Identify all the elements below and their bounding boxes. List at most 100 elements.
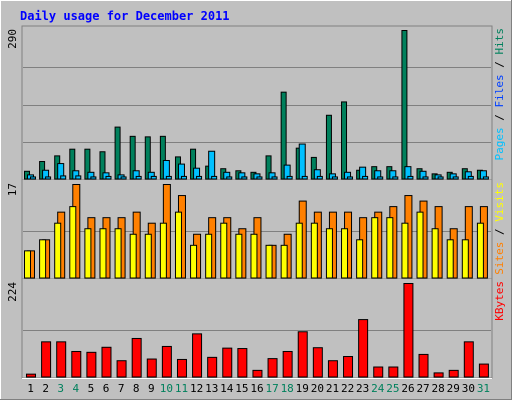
kbytes-bar: [116, 360, 127, 378]
sites-bar: [39, 239, 47, 279]
kbytes-bar: [282, 350, 293, 378]
legend-entry-kbytes: KBytes: [493, 281, 506, 321]
x-tick-label: 18: [281, 382, 294, 395]
x-tick-label: 20: [311, 382, 324, 395]
sites-bar: [431, 228, 439, 279]
x-tick-label: 22: [341, 382, 354, 395]
sites-bar: [159, 222, 167, 279]
pages-bar: [422, 176, 429, 180]
x-tick-label: 25: [386, 382, 399, 395]
x-tick-label: 16: [250, 382, 263, 395]
sites-bar: [341, 228, 349, 279]
x-tick-label: 14: [220, 382, 234, 395]
x-tick-label: 28: [432, 382, 445, 395]
pages-bar: [135, 175, 142, 180]
x-tick-label: 11: [175, 382, 188, 395]
hits-bar: [341, 101, 348, 180]
x-tick-label: 17: [265, 382, 278, 395]
kbytes-bar: [388, 366, 399, 378]
pages-bar: [437, 176, 444, 180]
x-tick-label: 2: [42, 382, 49, 395]
sites-bar: [99, 228, 107, 279]
x-tick-label: 30: [462, 382, 475, 395]
kbytes-bar: [418, 353, 429, 378]
series-legend-label: KBytes: [493, 281, 506, 321]
legend-separator: /: [493, 108, 506, 128]
kbytes-bar: [86, 351, 97, 378]
x-tick-label: 19: [296, 382, 309, 395]
kbytes-bar: [176, 358, 187, 378]
sites-bar: [205, 233, 213, 279]
pages-bar: [286, 175, 293, 180]
pages-bar: [90, 176, 97, 180]
kbytes-bar: [312, 347, 323, 378]
pages-bar: [180, 175, 187, 180]
x-tick-label: 13: [205, 382, 218, 395]
x-tick-label: 7: [118, 382, 125, 395]
sites-bar: [356, 239, 364, 279]
sites-bar: [69, 206, 77, 279]
legend-separator: /: [493, 55, 506, 75]
sites-bar: [24, 250, 31, 279]
x-tick-label: 26: [401, 382, 414, 395]
legend-separator: /: [493, 222, 506, 242]
y-max-label: 290: [6, 29, 19, 49]
kbytes-bar: [433, 372, 444, 378]
kbytes-bar: [26, 373, 36, 378]
x-tick-label: 6: [103, 382, 110, 395]
y-max-label: 224: [6, 282, 19, 302]
sites-bar: [54, 222, 62, 279]
pages-bar: [226, 176, 233, 180]
pages-bar: [407, 175, 414, 180]
sites-bar: [280, 244, 288, 279]
pages-bar: [316, 175, 323, 180]
pages-bar: [165, 175, 172, 180]
pages-bar: [105, 175, 112, 180]
pages-bar: [301, 175, 308, 180]
kbytes-panel: 224 KBytes: [6, 278, 506, 379]
pages-bar: [241, 176, 248, 180]
files-bar: [208, 150, 216, 180]
kbytes-bar: [403, 283, 414, 378]
x-tick-label: 27: [416, 382, 429, 395]
x-axis-labels: 1 2 3 4 5 6 7 8 9 10 11 12 13 14 15 16 17 18 19 20 21 22 23 24 2…: [27, 382, 490, 395]
sites-bar: [265, 244, 273, 279]
pages-bar: [392, 176, 399, 180]
y-max-label: 17: [6, 183, 19, 196]
legend-entry-visits: Visits: [493, 182, 506, 222]
kbytes-bar: [478, 363, 489, 378]
pages-bar: [45, 176, 52, 180]
kbytes-bar: [252, 369, 263, 378]
chart-title: Daily usage for December 2011: [20, 9, 230, 23]
kbytes-bar: [373, 366, 384, 378]
kbytes-bar: [41, 341, 52, 378]
sites-bar: [114, 228, 122, 279]
pages-bar: [467, 175, 474, 180]
x-tick-label: 3: [57, 382, 64, 395]
sites-bar: [250, 233, 258, 279]
pages-bar: [331, 176, 338, 180]
legend-entry-hits: Hits: [493, 28, 506, 55]
kbytes-bar: [71, 350, 82, 378]
x-tick-label: 21: [326, 382, 339, 395]
sites-bar: [235, 233, 243, 279]
x-tick-label: 8: [133, 382, 140, 395]
kbytes-bar: [207, 356, 218, 378]
x-tick-label: 23: [356, 382, 369, 395]
legend-entry-pages: Pages: [493, 127, 506, 160]
hits-bar: [325, 114, 332, 180]
x-tick-label: 5: [88, 382, 95, 395]
pages-bar: [452, 176, 459, 180]
x-tick-label: 10: [160, 382, 173, 395]
pages-bar: [120, 176, 127, 180]
kbytes-bar: [131, 337, 142, 378]
sites-bar: [371, 217, 379, 279]
sites-bar: [129, 233, 137, 279]
pages-bar: [75, 175, 82, 180]
legend-entry-files: Files: [493, 74, 506, 107]
x-tick-label: 24: [371, 382, 385, 395]
sites-bar: [295, 222, 303, 279]
pages-bar: [347, 176, 354, 180]
